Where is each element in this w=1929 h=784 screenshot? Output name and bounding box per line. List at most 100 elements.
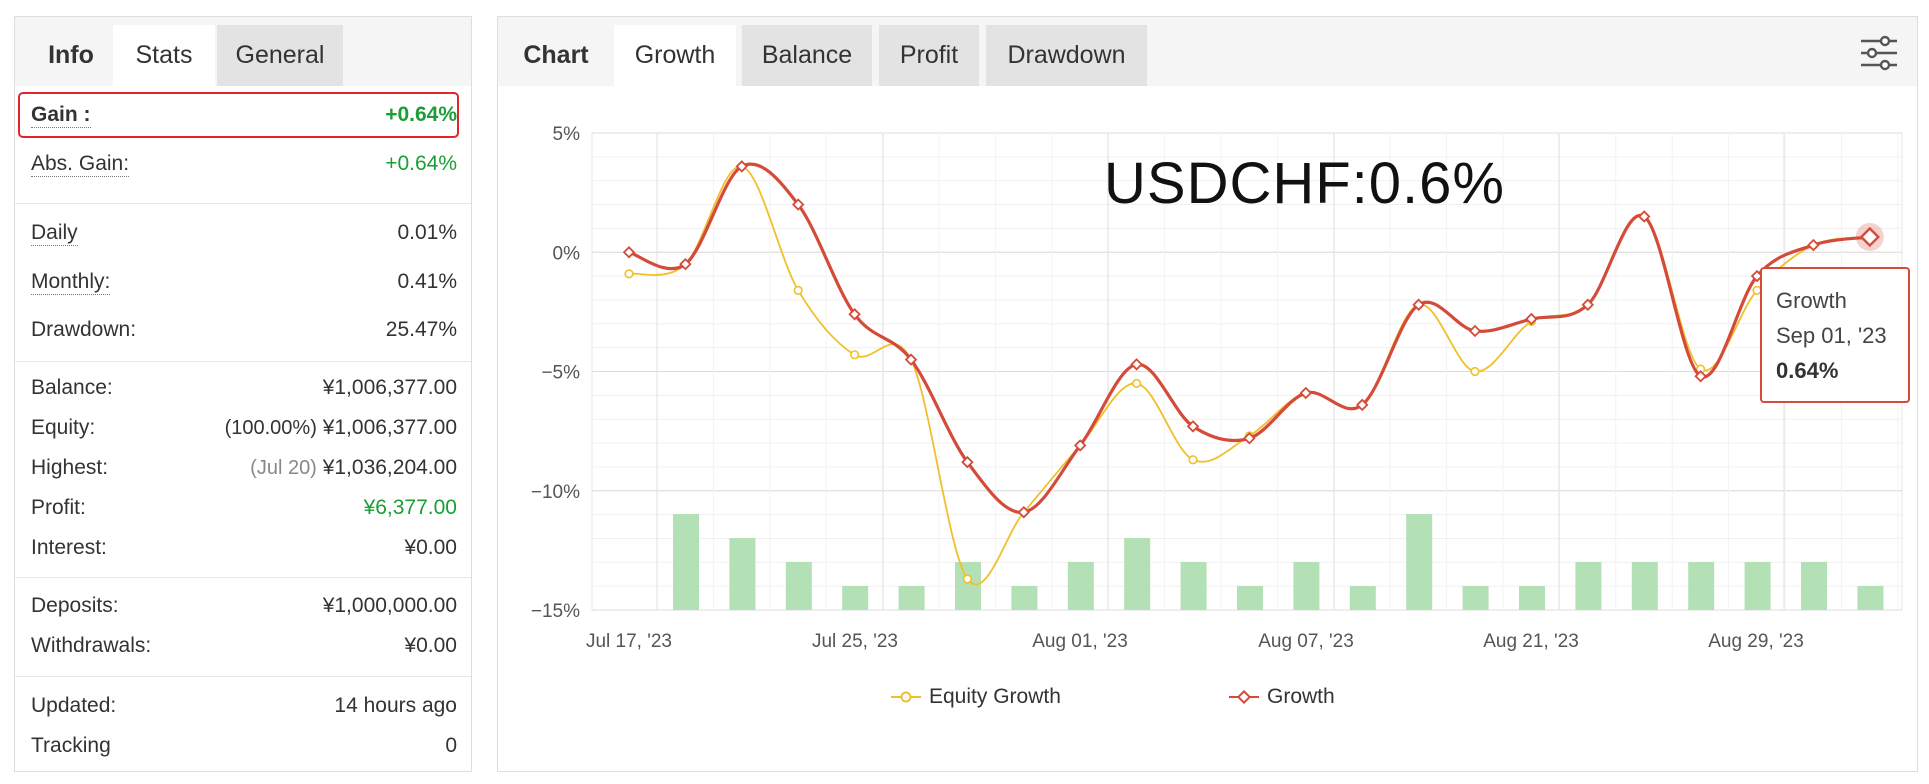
- abs-gain-label[interactable]: Abs. Gain:: [31, 152, 130, 177]
- growth-point: [1750, 269, 1764, 283]
- growth-point: [961, 455, 974, 469]
- legend-equity-growth[interactable]: Equity Growth: [891, 685, 1061, 709]
- overlay-title: USDCHF:0.6%: [1104, 151, 1505, 216]
- tab-balance[interactable]: Balance: [742, 25, 872, 86]
- volume-bar: [673, 514, 699, 610]
- y-tick-label: −5%: [541, 363, 580, 384]
- volume-bar: [955, 562, 981, 610]
- growth-point: [679, 257, 692, 271]
- y-tick-label: 5%: [553, 124, 581, 145]
- tab-chart[interactable]: Chart: [523, 41, 589, 69]
- updated-row: Updated: 14 hours ago: [31, 694, 457, 728]
- growth-point: [622, 246, 636, 259]
- daily-value: 0.01%: [397, 221, 457, 244]
- volume-bar: [1293, 562, 1320, 610]
- tracking-value: 0: [445, 734, 457, 757]
- equity-growth-point: [850, 350, 860, 360]
- profit-label: Profit:: [31, 496, 86, 519]
- monthly-label[interactable]: Monthly:: [31, 270, 111, 295]
- highest-value: ¥1,036,204.00: [322, 456, 457, 479]
- equity-percent-note: (100.00%): [224, 417, 317, 439]
- growth-chart: 5% 0% −5% −10% −15% Jul 17, '23 Jul 25, '23 Aug…: [531, 124, 1903, 652]
- growth-point: [791, 198, 805, 211]
- chart-tabbar: Chart Growth Balance Profit Drawdown: [498, 17, 1917, 86]
- hover-point: [1859, 226, 1880, 248]
- growth-point: [1186, 420, 1200, 433]
- volume-bar: [729, 538, 756, 610]
- x-tick-label: Aug 29, '23: [1708, 631, 1804, 652]
- tab-profit[interactable]: Profit: [879, 25, 979, 86]
- growth-point: [1807, 238, 1820, 252]
- legend-equity-growth-label: Equity Growth: [929, 685, 1061, 708]
- tab-drawdown[interactable]: Drawdown: [986, 25, 1147, 86]
- tab-info[interactable]: Info: [48, 41, 94, 69]
- y-tick-label: 0%: [553, 243, 581, 264]
- growth-point: [1017, 505, 1031, 519]
- equity-row: Equity: (100.00%) ¥1,006,377.00: [31, 416, 457, 450]
- equity-growth-point: [1131, 378, 1142, 389]
- volume-bar: [1462, 586, 1489, 610]
- monthly-row: Monthly: 0.41%: [31, 270, 457, 304]
- divider: [15, 361, 471, 362]
- gain-value: +0.64%: [385, 103, 457, 126]
- equity-growth-point: [962, 574, 973, 584]
- withdrawals-row: Withdrawals: ¥0.00: [31, 634, 457, 668]
- equity-growth-point: [793, 285, 803, 296]
- balance-value: ¥1,006,377.00: [322, 376, 457, 399]
- growth-legend-icon: [1229, 690, 1259, 705]
- tab-general[interactable]: General: [217, 25, 343, 86]
- gain-label[interactable]: Gain :: [31, 103, 91, 128]
- x-tick-label: Aug 01, '23: [1032, 631, 1128, 652]
- volume-bar: [1180, 562, 1207, 610]
- equity-label: Equity:: [31, 416, 96, 439]
- divider: [15, 676, 471, 677]
- y-tick-label: −15%: [531, 601, 580, 622]
- tracking-label: Tracking: [31, 734, 111, 757]
- volume-bar: [1688, 562, 1715, 610]
- legend-growth[interactable]: Growth: [1229, 685, 1335, 709]
- chart-panel: Chart Growth Balance Profit Drawdown 5% 0…: [497, 16, 1918, 772]
- growth-point: [1468, 324, 1482, 338]
- deposits-label: Deposits:: [31, 594, 119, 617]
- highest-row: Highest: (Jul 20) ¥1,036,204.00: [31, 456, 457, 490]
- volume-bar: [1519, 586, 1545, 610]
- tooltip-series: Growth: [1776, 288, 1847, 313]
- monthly-value: 0.41%: [397, 270, 457, 293]
- growth-point: [1525, 312, 1538, 326]
- abs-gain-row: Abs. Gain: +0.64%: [31, 152, 457, 186]
- x-tick-label: Jul 25, '23: [812, 631, 898, 652]
- drawdown-label: Drawdown:: [31, 318, 137, 341]
- chart-tooltip: Growth Sep 01, '23 0.64%: [1760, 267, 1910, 403]
- profit-value: ¥6,377.00: [363, 496, 457, 519]
- balance-row: Balance: ¥1,006,377.00: [31, 376, 457, 410]
- volume-bar: [1406, 514, 1433, 610]
- growth-point: [1299, 386, 1313, 400]
- daily-label[interactable]: Daily: [31, 221, 78, 246]
- highest-date-note: (Jul 20): [250, 457, 317, 479]
- volume-bar: [785, 562, 812, 610]
- deposits-value: ¥1,000,000.00: [322, 594, 457, 617]
- legend-growth-label: Growth: [1267, 685, 1335, 708]
- growth-point: [1694, 370, 1707, 383]
- drawdown-value: 25.47%: [385, 318, 457, 341]
- tab-growth[interactable]: Growth: [614, 25, 736, 86]
- growth-point: [735, 160, 749, 173]
- tab-stats[interactable]: Stats: [113, 25, 215, 86]
- balance-label: Balance:: [31, 376, 113, 399]
- volume-bar: [1237, 586, 1263, 610]
- growth-point: [1637, 210, 1651, 223]
- sliders-icon[interactable]: [1859, 33, 1899, 73]
- growth-point: [1073, 439, 1087, 452]
- equity-growth-point: [1470, 366, 1480, 377]
- interest-label: Interest:: [31, 536, 107, 559]
- highest-label: Highest:: [31, 456, 109, 479]
- divider: [15, 577, 471, 578]
- growth-point: [1355, 398, 1369, 412]
- tooltip-value: 0.64%: [1776, 358, 1839, 383]
- x-tick-label: Aug 21, '23: [1483, 631, 1579, 652]
- withdrawals-label: Withdrawals:: [31, 634, 152, 657]
- updated-label: Updated:: [31, 694, 117, 717]
- volume-bar: [1631, 562, 1658, 610]
- x-tick-label: Aug 07, '23: [1258, 631, 1354, 652]
- growth-point: [904, 353, 918, 366]
